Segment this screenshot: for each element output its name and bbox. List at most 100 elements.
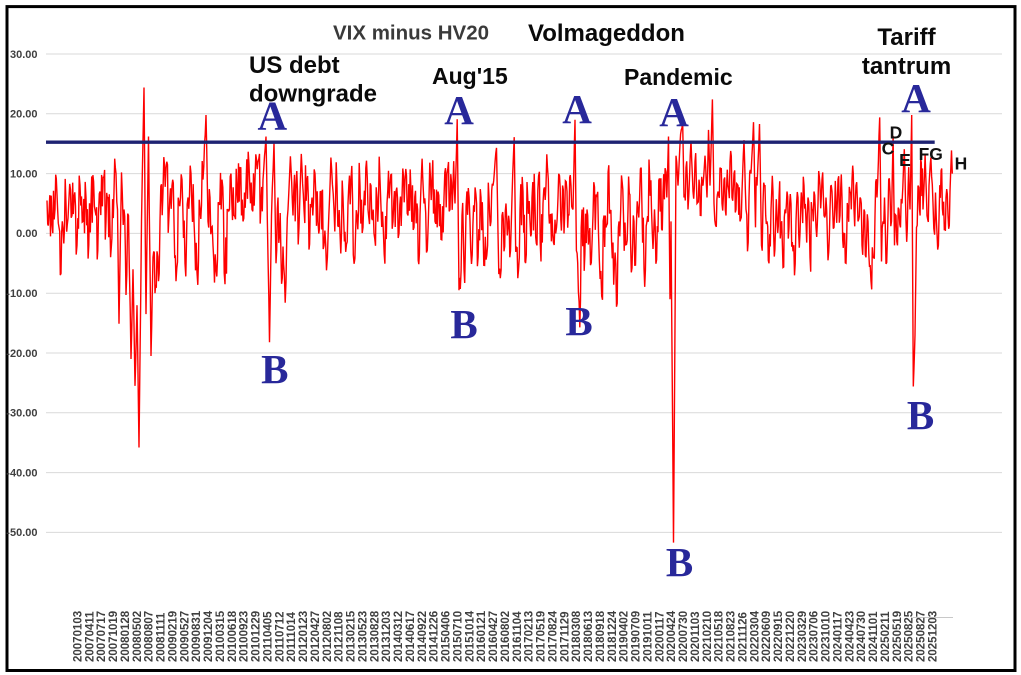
svg-text:20201103: 20201103 — [690, 611, 702, 662]
svg-text:-20.00: -20.00 — [6, 348, 37, 360]
svg-text:20121108: 20121108 — [334, 611, 346, 662]
svg-text:20251203: 20251203 — [927, 611, 939, 662]
svg-text:20141226: 20141226 — [429, 611, 441, 662]
svg-text:20070103: 20070103 — [72, 611, 84, 662]
svg-text:20181224: 20181224 — [607, 610, 619, 662]
svg-text:20180308: 20180308 — [571, 610, 583, 662]
svg-text:20170824: 20170824 — [547, 610, 559, 662]
svg-text:20200424: 20200424 — [666, 610, 678, 662]
svg-text:20100618: 20100618 — [227, 610, 239, 662]
svg-text:20071019: 20071019 — [108, 611, 120, 662]
svg-text:10.00: 10.00 — [10, 168, 38, 180]
svg-text:20250519: 20250519 — [892, 611, 904, 662]
svg-text:A: A — [257, 93, 287, 139]
svg-text:20240423: 20240423 — [844, 611, 856, 662]
svg-text:20130523: 20130523 — [357, 611, 369, 662]
svg-text:20111014: 20111014 — [286, 611, 298, 662]
svg-text:20090831: 20090831 — [191, 610, 203, 662]
svg-text:20110405: 20110405 — [262, 611, 274, 662]
svg-text:20200117: 20200117 — [654, 611, 666, 662]
svg-text:20161104: 20161104 — [512, 611, 524, 662]
svg-text:Aug'15: Aug'15 — [432, 63, 508, 89]
svg-text:H: H — [955, 154, 968, 174]
svg-text:20151014: 20151014 — [464, 610, 476, 662]
svg-text:20150406: 20150406 — [441, 611, 453, 662]
svg-text:B: B — [450, 301, 477, 347]
svg-text:20240117: 20240117 — [832, 611, 844, 662]
svg-text:20081111: 20081111 — [156, 612, 168, 662]
svg-text:20221220: 20221220 — [785, 611, 797, 662]
svg-text:20160427: 20160427 — [488, 611, 500, 662]
svg-text:20231010: 20231010 — [821, 611, 833, 662]
svg-text:20171129: 20171129 — [559, 611, 571, 662]
svg-text:A: A — [901, 75, 931, 121]
svg-text:20210823: 20210823 — [726, 611, 738, 662]
svg-text:20190709: 20190709 — [631, 611, 643, 662]
svg-text:Tariff: Tariff — [877, 24, 936, 51]
svg-text:US debt: US debt — [249, 52, 340, 79]
svg-text:20080502: 20080502 — [132, 611, 144, 662]
svg-text:20230329: 20230329 — [797, 611, 809, 662]
svg-text:G: G — [929, 144, 943, 164]
svg-text:20.00: 20.00 — [10, 109, 38, 121]
svg-text:D: D — [890, 123, 903, 143]
svg-text:C: C — [882, 139, 895, 159]
svg-text:20160121: 20160121 — [476, 610, 488, 662]
svg-text:VIX minus HV20: VIX minus HV20 — [333, 22, 489, 45]
svg-text:B: B — [565, 298, 592, 344]
svg-text:20190402: 20190402 — [619, 611, 631, 662]
svg-text:20200730: 20200730 — [678, 611, 690, 662]
svg-text:B: B — [907, 392, 934, 438]
svg-text:20100315: 20100315 — [215, 610, 227, 662]
svg-text:20100923: 20100923 — [239, 611, 251, 662]
svg-text:20170213: 20170213 — [524, 611, 536, 662]
svg-text:E: E — [899, 150, 911, 170]
svg-text:tantrum: tantrum — [862, 53, 951, 80]
svg-text:A: A — [562, 86, 592, 132]
svg-text:Pandemic: Pandemic — [624, 64, 733, 90]
svg-text:20080128: 20080128 — [120, 610, 132, 662]
svg-text:20131203: 20131203 — [381, 611, 393, 662]
svg-text:20110712: 20110712 — [274, 611, 286, 662]
svg-text:20080807: 20080807 — [144, 611, 156, 662]
svg-text:20120427: 20120427 — [310, 611, 322, 662]
svg-text:20120123: 20120123 — [298, 611, 310, 662]
svg-text:20220915: 20220915 — [773, 610, 785, 662]
svg-text:20160802: 20160802 — [500, 611, 512, 662]
svg-text:20220609: 20220609 — [761, 611, 773, 662]
svg-text:20130828: 20130828 — [369, 610, 381, 662]
svg-text:B: B — [261, 346, 288, 392]
svg-text:20070717: 20070717 — [96, 611, 108, 662]
svg-text:20211126: 20211126 — [737, 612, 749, 662]
svg-text:-30.00: -30.00 — [6, 408, 37, 420]
svg-text:20241101: 20241101 — [868, 611, 880, 662]
svg-text:20130215: 20130215 — [346, 610, 358, 662]
svg-text:B: B — [666, 539, 693, 585]
svg-text:Volmageddon: Volmageddon — [528, 20, 685, 47]
svg-text:20230706: 20230706 — [809, 611, 821, 662]
svg-text:-40.00: -40.00 — [6, 467, 37, 479]
svg-text:20250827: 20250827 — [916, 611, 928, 662]
svg-text:20140312: 20140312 — [393, 611, 405, 662]
svg-text:20210518: 20210518 — [714, 610, 726, 662]
svg-text:20250211: 20250211 — [880, 611, 892, 662]
svg-text:20070411: 20070411 — [84, 611, 96, 662]
svg-text:20191011: 20191011 — [642, 611, 654, 662]
svg-text:20140617: 20140617 — [405, 611, 417, 662]
svg-text:F: F — [919, 144, 930, 164]
svg-text:20180918: 20180918 — [595, 610, 607, 662]
svg-text:downgrade: downgrade — [249, 81, 377, 108]
svg-text:A: A — [659, 89, 689, 135]
svg-text:20250825: 20250825 — [904, 610, 916, 662]
svg-text:20120802: 20120802 — [322, 611, 334, 662]
svg-text:20091204: 20091204 — [203, 610, 215, 662]
svg-text:20220304: 20220304 — [749, 610, 761, 662]
svg-text:20140922: 20140922 — [417, 611, 429, 662]
svg-text:20101229: 20101229 — [251, 611, 263, 662]
svg-text:A: A — [444, 87, 474, 133]
svg-text:0.00: 0.00 — [16, 228, 37, 240]
svg-text:30.00: 30.00 — [10, 49, 38, 61]
svg-text:20240730: 20240730 — [856, 611, 868, 662]
svg-text:20150710: 20150710 — [452, 611, 464, 662]
svg-text:20170519: 20170519 — [536, 611, 548, 662]
